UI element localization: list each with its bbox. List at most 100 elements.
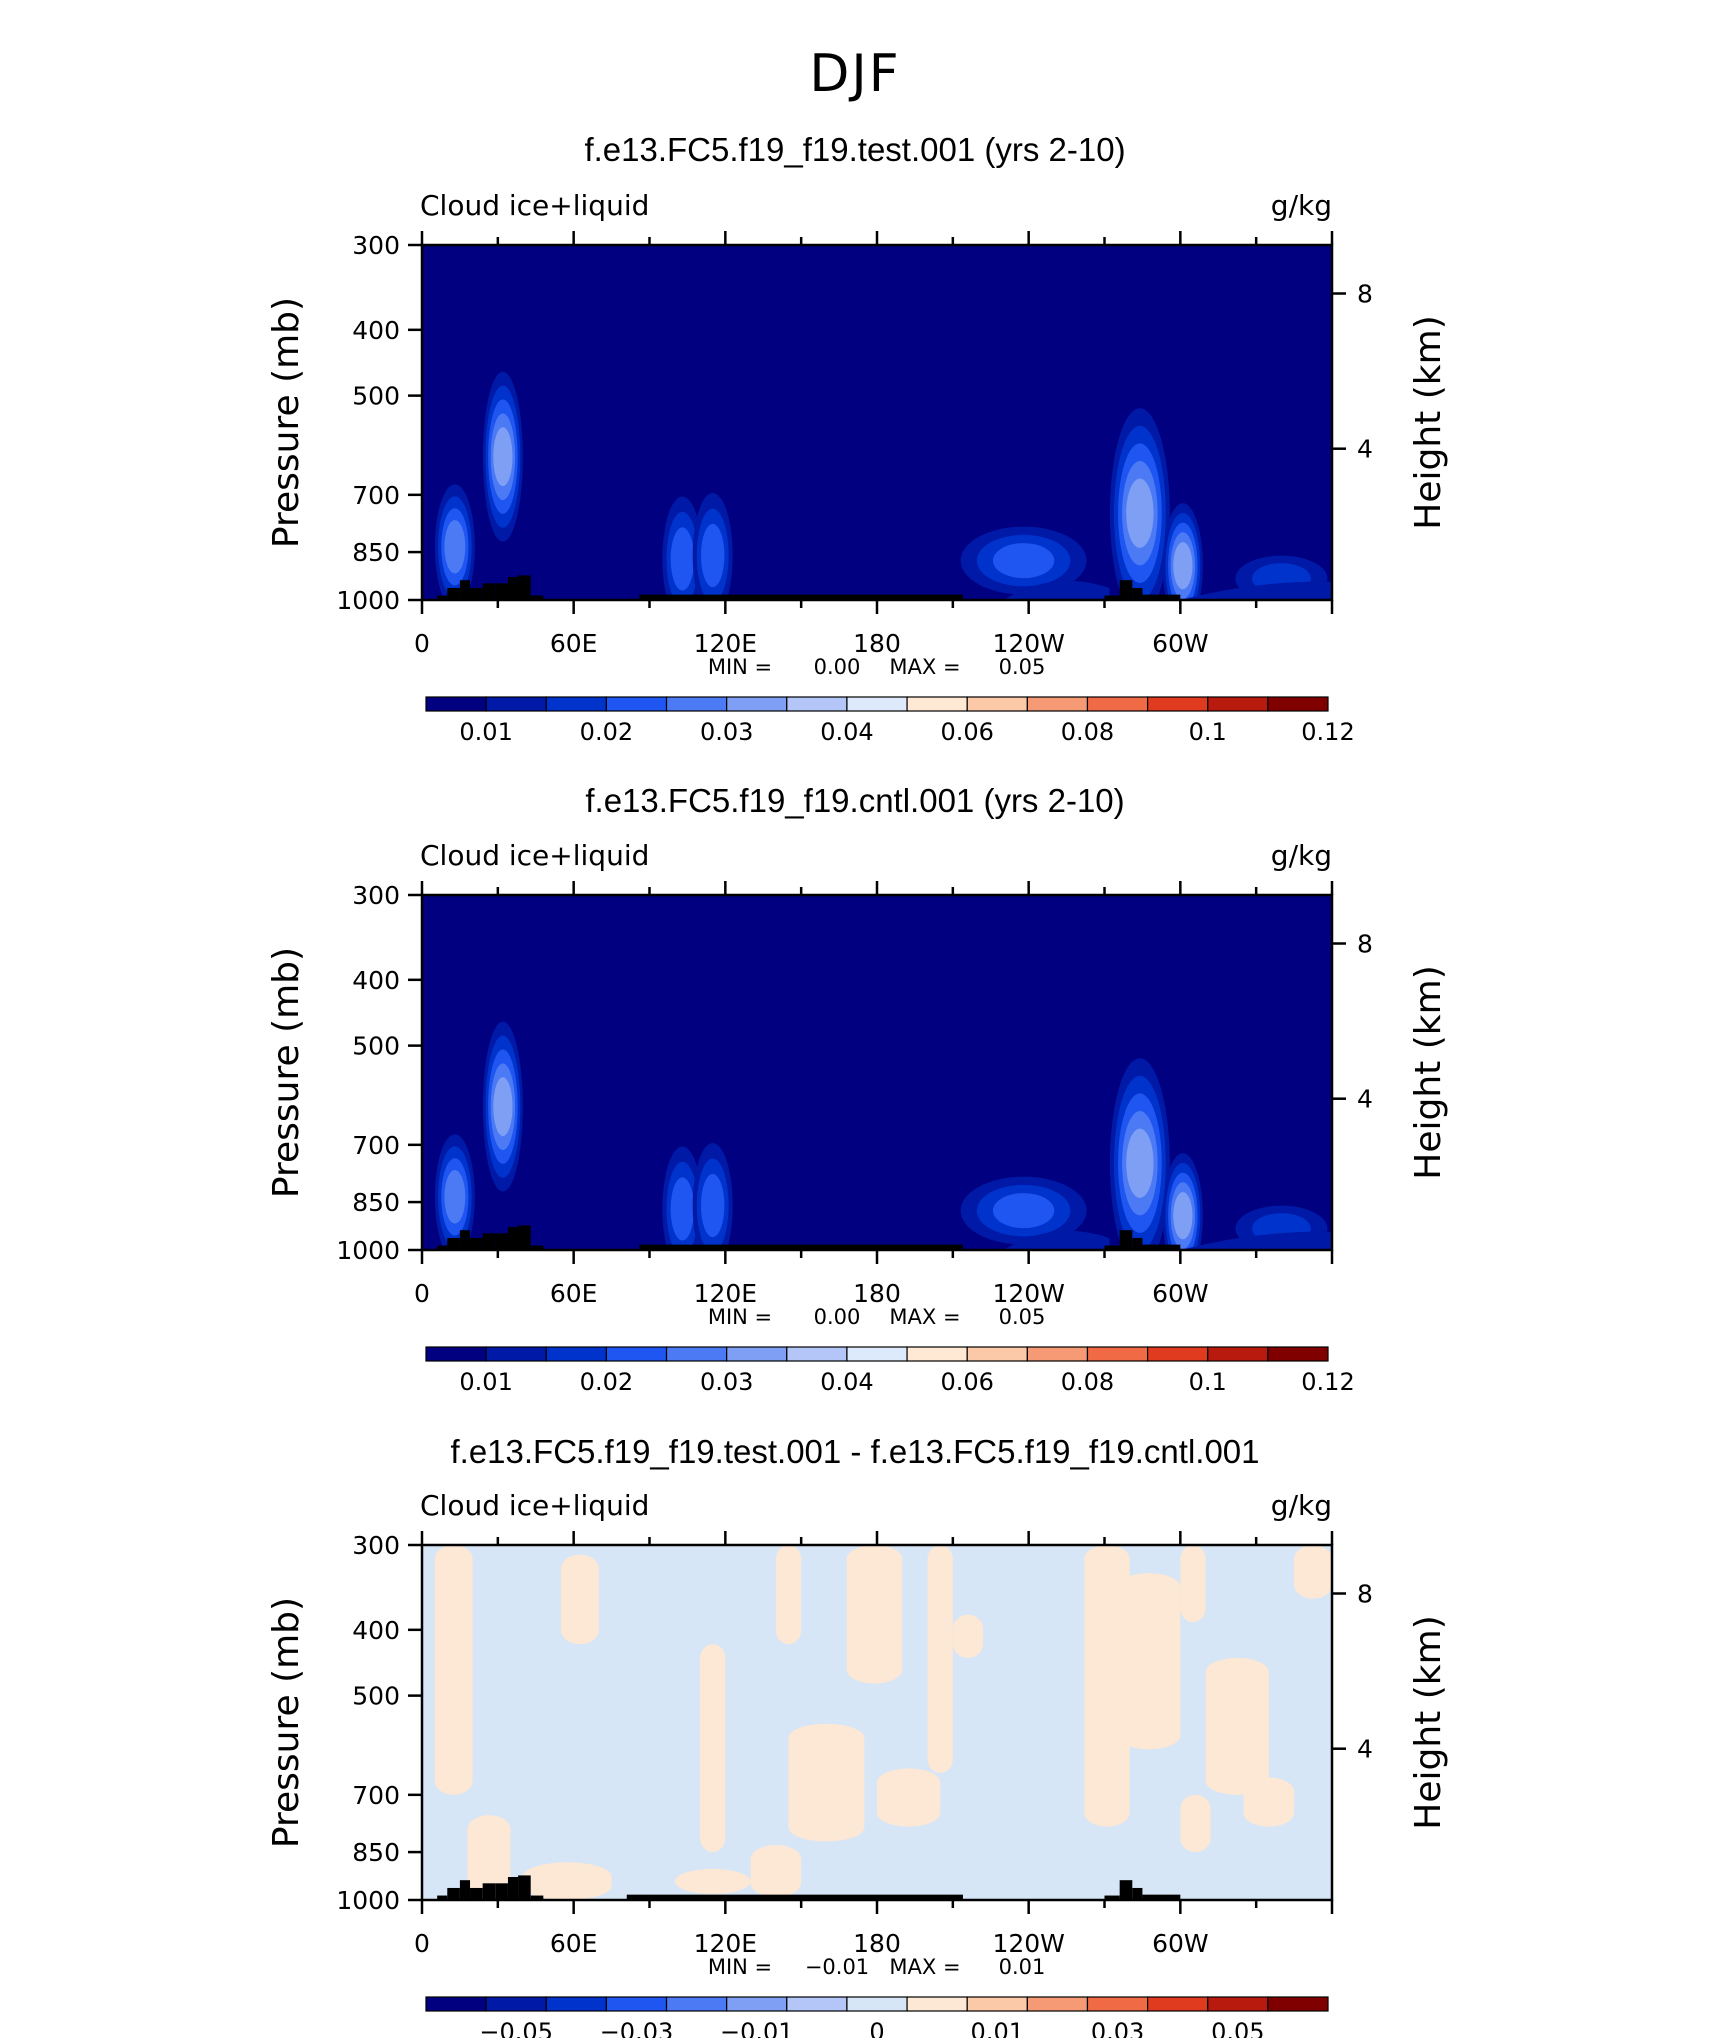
- y-tick-label: 500: [352, 1032, 400, 1061]
- cloud-feature: [692, 1143, 733, 1250]
- topography-mask: [639, 1244, 963, 1250]
- contour-level: [493, 427, 513, 487]
- positive-anomaly: [846, 1545, 903, 1684]
- x-tick-label: 180: [853, 629, 901, 658]
- topography-mask: [530, 1895, 544, 1900]
- topography-mask: [530, 595, 544, 600]
- positive-anomaly: [1180, 1545, 1206, 1623]
- colorbar-swatch: [846, 1346, 908, 1362]
- x-tick-label: 0: [414, 1279, 430, 1308]
- colorbar-swatch: [726, 1346, 788, 1362]
- topography-mask: [518, 1875, 531, 1900]
- x-tick-label: 120E: [694, 629, 758, 658]
- topography-mask: [470, 587, 483, 600]
- topography-mask: [437, 595, 448, 600]
- height-tick-label: 8: [1357, 1580, 1373, 1609]
- contour-level: [992, 543, 1055, 579]
- colorbar-label: 0.06: [940, 718, 993, 746]
- panel-2: Cloud ice+liquid g/kg 300 400 500 700 850 1000 0…: [266, 839, 1449, 1396]
- height-tick-label: 8: [1357, 280, 1373, 309]
- cloud-feature: [960, 526, 1087, 595]
- colorbar-label: −0.03: [600, 2018, 674, 2038]
- positive-anomaly: [561, 1554, 599, 1645]
- panel-units-label: g/kg: [1271, 839, 1332, 872]
- y-axis-title: Pressure (mb): [266, 947, 307, 1198]
- stats-min-value: 0.00: [814, 655, 861, 679]
- cloud-feature: [662, 496, 703, 600]
- topography-mask: [518, 1225, 531, 1250]
- positive-anomaly: [1117, 1573, 1181, 1750]
- x-tick-label: 0: [414, 629, 430, 658]
- topography-mask: [437, 1895, 448, 1900]
- colorbar-swatch: [1026, 1346, 1089, 1362]
- colorbar-label: 0.01: [459, 1368, 512, 1396]
- colorbar-swatch: [726, 696, 788, 712]
- topography-mask: [507, 1877, 519, 1900]
- colorbar-swatch: [1267, 696, 1329, 712]
- positive-anomaly: [1205, 1657, 1269, 1795]
- colorbar-swatch: [906, 1996, 968, 2012]
- contour-level: [493, 1077, 513, 1137]
- colorbar-swatch: [1086, 1346, 1149, 1362]
- topography-mask: [518, 575, 531, 600]
- cloud-feature: [434, 1134, 475, 1250]
- y-axis-title: Pressure (mb): [266, 297, 307, 548]
- colorbar-swatch: [485, 1346, 547, 1362]
- colorbar-swatch: [786, 1996, 848, 2012]
- colorbar-swatch: [665, 696, 728, 712]
- stats-max-value: 0.05: [999, 655, 1046, 679]
- colorbar-label: 0.03: [700, 1368, 753, 1396]
- topography-mask: [459, 580, 471, 600]
- colorbar-swatch: [1026, 1996, 1089, 2012]
- colorbar-label: 0.1: [1189, 718, 1227, 746]
- contour-level: [700, 1173, 725, 1238]
- y-tick-label: 300: [352, 1531, 400, 1560]
- x-tick-label: 120W: [992, 629, 1064, 658]
- y-tick-label: 700: [352, 481, 400, 510]
- colorbar-label: 0.03: [700, 718, 753, 746]
- cloud-feature: [482, 1021, 523, 1192]
- colorbar-swatch: [1267, 1346, 1329, 1362]
- surface-cloud-band: [1003, 580, 1110, 600]
- panel-variable-label: Cloud ice+liquid: [420, 189, 649, 222]
- plot-area: [422, 895, 1332, 1250]
- height-tick-label: 4: [1357, 435, 1373, 464]
- contour-level: [1173, 1192, 1193, 1240]
- y-tick-label: 1000: [336, 1236, 400, 1265]
- colorbar-label: −0.01: [720, 2018, 794, 2038]
- panel-1-title: f.e13.FC5.f19_f19.test.001 (yrs 2-10): [584, 131, 1126, 168]
- positive-anomaly: [467, 1815, 511, 1900]
- colorbar-label: 0.06: [940, 1368, 993, 1396]
- positive-anomaly: [775, 1545, 802, 1645]
- colorbar-label: 0.04: [820, 1368, 873, 1396]
- positive-anomaly: [700, 1644, 726, 1853]
- colorbar-label: 0.02: [580, 718, 633, 746]
- topography-mask: [1142, 594, 1181, 600]
- x-tick-label: 0: [414, 1929, 430, 1958]
- topography-mask: [1119, 1230, 1133, 1250]
- colorbar-swatch: [545, 1996, 607, 2012]
- height-tick-label: 4: [1357, 1085, 1373, 1114]
- topography-mask: [495, 1233, 508, 1250]
- contour-level: [444, 520, 466, 574]
- colorbar: −0.05 −0.03 −0.01 0 0.01 0.03 0.05: [425, 1996, 1329, 2038]
- contour-level: [1126, 1128, 1154, 1198]
- colorbar-swatch: [726, 1996, 788, 2012]
- y-tick-label: 400: [352, 316, 400, 345]
- colorbar-swatch: [1026, 696, 1089, 712]
- cloud-feature: [692, 493, 733, 600]
- colorbar-label: 0.12: [1301, 1368, 1354, 1396]
- plot-area: [422, 1545, 1332, 1900]
- topography-mask: [1132, 1887, 1143, 1900]
- topography-mask: [482, 1233, 496, 1250]
- topography-mask: [507, 577, 519, 600]
- colorbar-swatch: [1086, 1996, 1149, 2012]
- stats-max-label: MAX =: [889, 1305, 960, 1329]
- colorbar-swatch: [966, 696, 1028, 712]
- colorbar-swatch: [906, 1346, 968, 1362]
- panel-variable-label: Cloud ice+liquid: [420, 839, 649, 872]
- cloud-feature: [1109, 1058, 1170, 1250]
- positive-anomaly: [674, 1868, 751, 1895]
- colorbar-swatch: [1146, 1996, 1209, 2012]
- positive-anomaly: [523, 1862, 612, 1900]
